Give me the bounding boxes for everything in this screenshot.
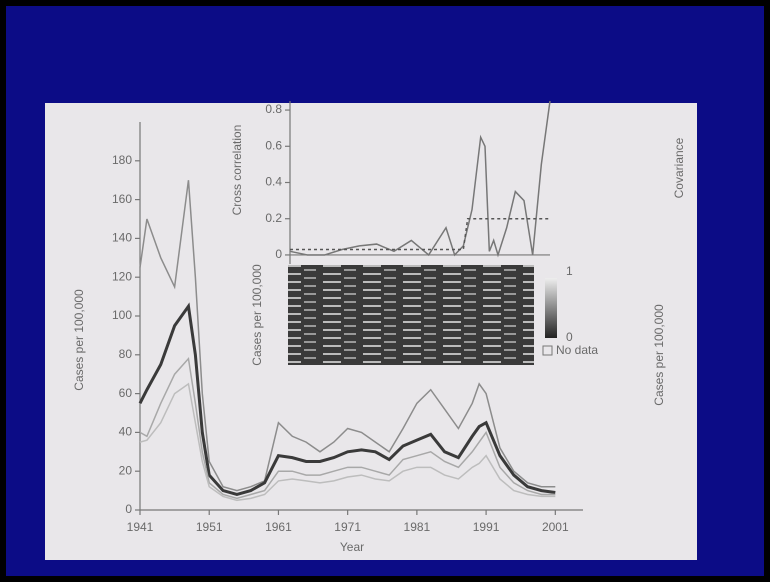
y-tick-label: 0.6 — [265, 138, 282, 152]
y-tick-label: 0.2 — [265, 211, 282, 225]
x-tick-label: 1981 — [404, 520, 431, 534]
y-axis-title: Cases per 100,000 — [72, 289, 86, 391]
no-data-swatch — [542, 345, 553, 356]
data-line — [139, 356, 556, 500]
x-tick-label: 1951 — [196, 520, 223, 534]
right-label: Covariance — [672, 137, 686, 198]
x-tick-label: 1961 — [265, 520, 292, 534]
data-line — [290, 217, 550, 251]
y-tick-label: 100 — [112, 308, 132, 322]
x-tick-label: 1991 — [473, 520, 500, 534]
y-tick-label: 40 — [119, 425, 133, 439]
inset-y-title: Cross correlation — [230, 125, 244, 216]
y-tick-label: 140 — [112, 231, 132, 245]
y-tick-label: 0.8 — [265, 102, 282, 116]
y-tick-label: 120 — [112, 269, 132, 283]
y-tick-label: 160 — [112, 192, 132, 206]
y-tick-label: 0 — [125, 502, 132, 516]
y-tick-label: 0.4 — [265, 175, 282, 189]
y-tick-label: 60 — [119, 386, 133, 400]
no-data-label: No data — [556, 343, 598, 357]
x-tick-label: 1941 — [127, 520, 154, 534]
x-tick-label: 2001 — [542, 520, 569, 534]
data-line — [139, 382, 556, 502]
x-axis-title: Year — [340, 540, 364, 554]
right-label: Cases per 100,000 — [652, 304, 666, 406]
heatmap-label: Cases per 100,000 — [250, 264, 264, 366]
colorbar-label: 1 — [566, 264, 573, 278]
x-tick-label: 1971 — [334, 520, 361, 534]
y-tick-label: 0 — [275, 247, 282, 261]
heatmap — [288, 265, 534, 365]
colorbar-label: 0 — [566, 330, 573, 344]
y-tick-label: 80 — [119, 347, 133, 361]
y-tick-label: 180 — [112, 153, 132, 167]
data-line — [289, 100, 551, 258]
data-line — [138, 302, 556, 497]
colorbar — [545, 278, 557, 338]
data-line — [139, 180, 556, 492]
y-tick-label: 20 — [119, 463, 133, 477]
